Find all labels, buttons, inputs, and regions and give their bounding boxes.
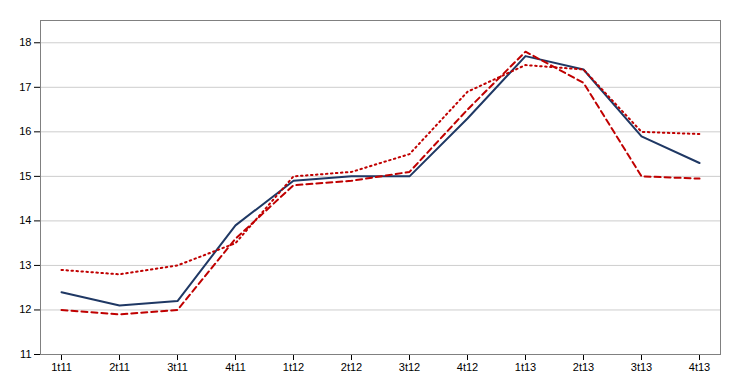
svg-text:1t13: 1t13 (515, 361, 536, 373)
svg-text:12: 12 (19, 303, 31, 315)
svg-text:3t11: 3t11 (167, 361, 188, 373)
svg-text:2t11: 2t11 (109, 361, 130, 373)
svg-text:4t12: 4t12 (457, 361, 478, 373)
svg-text:15: 15 (19, 170, 31, 182)
svg-text:4t11: 4t11 (225, 361, 246, 373)
svg-text:17: 17 (19, 81, 31, 93)
svg-text:14: 14 (19, 214, 31, 226)
svg-text:16: 16 (19, 125, 31, 137)
svg-text:11: 11 (20, 348, 31, 360)
svg-text:4t13: 4t13 (689, 361, 710, 373)
svg-text:1t11: 1t11 (51, 361, 72, 373)
svg-text:3t13: 3t13 (631, 361, 652, 373)
svg-text:2t13: 2t13 (573, 361, 594, 373)
svg-text:1t12: 1t12 (283, 361, 304, 373)
svg-text:13: 13 (19, 259, 31, 271)
svg-text:18: 18 (19, 36, 31, 48)
svg-text:3t12: 3t12 (399, 361, 420, 373)
svg-text:2t12: 2t12 (341, 361, 362, 373)
